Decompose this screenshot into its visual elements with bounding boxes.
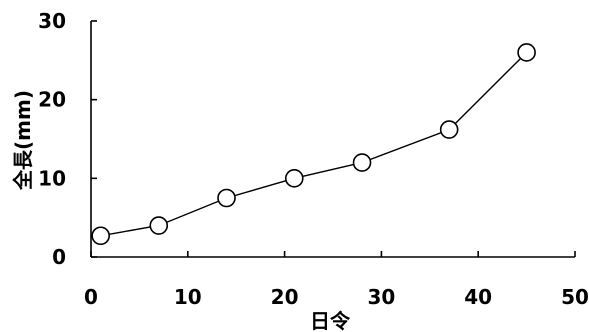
data-point bbox=[352, 153, 372, 172]
x-tick-label: 0 bbox=[84, 285, 98, 309]
x-axis-title: 日令 bbox=[310, 309, 351, 332]
x-tick-label: 20 bbox=[271, 285, 299, 309]
x-tick-label: 30 bbox=[367, 285, 395, 309]
series-line bbox=[100, 52, 528, 237]
y-tick-label: 0 bbox=[52, 245, 66, 269]
x-tick-label: 50 bbox=[561, 285, 589, 309]
data-point bbox=[149, 216, 169, 235]
data-point bbox=[91, 226, 110, 246]
y-axis-title: 全長(mm) bbox=[11, 90, 35, 191]
y-tick-label: 20 bbox=[38, 88, 66, 112]
y-tick-label: 30 bbox=[38, 9, 66, 33]
data-point bbox=[439, 120, 459, 139]
y-tick-label: 10 bbox=[38, 166, 66, 190]
data-point bbox=[517, 43, 536, 62]
x-tick-label: 40 bbox=[464, 285, 492, 309]
x-tick-label: 10 bbox=[174, 285, 202, 309]
data-point bbox=[217, 188, 236, 208]
axes: 0 10 20 30 40 50 0 10 20 30 bbox=[38, 9, 589, 309]
data-point bbox=[284, 169, 304, 188]
series-layer bbox=[91, 43, 536, 246]
